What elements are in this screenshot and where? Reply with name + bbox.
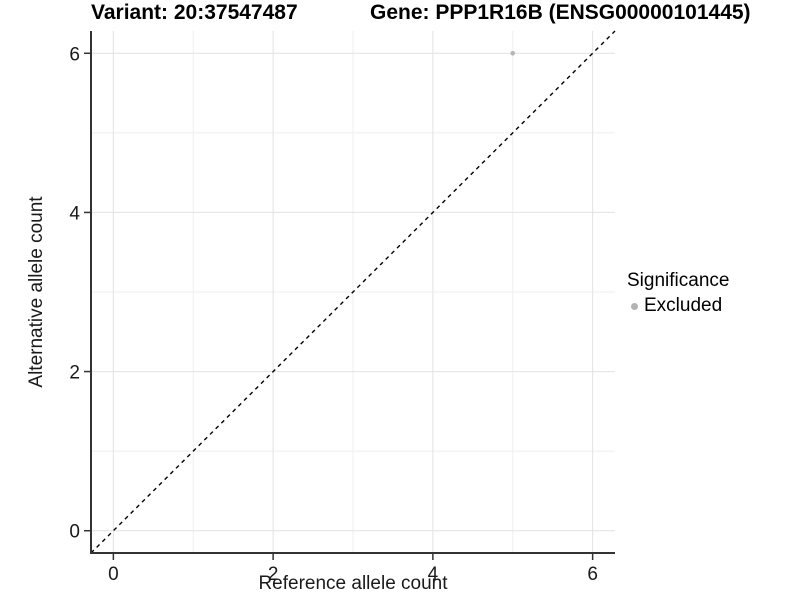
y-tick-label: 2 bbox=[69, 363, 80, 384]
legend: Significance Excluded bbox=[627, 270, 729, 317]
x-tick-label: 2 bbox=[268, 564, 279, 585]
legend-entry-label: Excluded bbox=[644, 295, 723, 316]
x-tick-label: 6 bbox=[587, 564, 598, 585]
x-tick-label: 4 bbox=[428, 564, 439, 585]
y-tick-label: 0 bbox=[69, 522, 80, 543]
excluded-point-icon bbox=[631, 302, 638, 310]
identity-dashed-line bbox=[90, 30, 616, 554]
legend-entry-excluded: Excluded bbox=[627, 295, 729, 317]
y-axis-label: Alternative allele count bbox=[26, 196, 47, 388]
variant-title: Variant: 20:37547487 bbox=[91, 1, 298, 24]
y-tick-label: 4 bbox=[69, 203, 80, 224]
data-point bbox=[510, 50, 516, 56]
x-tick-label: 0 bbox=[108, 564, 119, 585]
y-tick-label: 6 bbox=[69, 44, 80, 65]
gene-title: Gene: PPP1R16B (ENSG00000101445) bbox=[370, 1, 751, 24]
scatter-plot-panel: 0 2 4 6 0 2 4 6 bbox=[69, 30, 616, 585]
legend-title: Significance bbox=[627, 270, 730, 291]
x-axis-label: Reference allele count bbox=[258, 573, 448, 594]
